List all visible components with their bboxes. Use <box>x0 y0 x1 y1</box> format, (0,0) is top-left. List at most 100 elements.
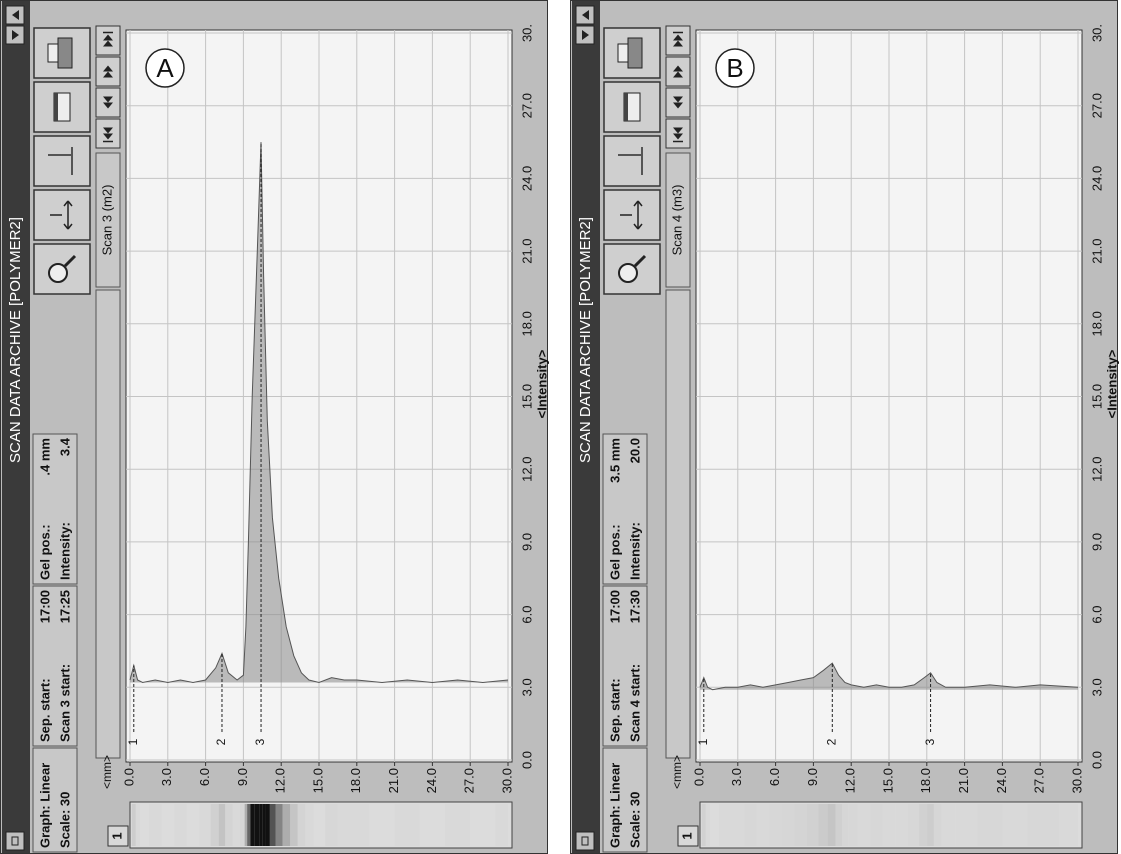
magnifier-icon <box>619 264 637 282</box>
gel-band <box>470 804 495 846</box>
x-tick-label: 12.0 <box>519 457 534 482</box>
gel-band <box>351 804 370 846</box>
printer-icon <box>618 44 628 62</box>
gel-band <box>199 804 210 846</box>
gel-band <box>247 804 250 846</box>
window-icon <box>624 93 628 121</box>
printer-icon <box>48 44 58 62</box>
gel-band <box>955 804 977 846</box>
sep-start: 17:00 <box>607 590 622 623</box>
intensity: 3.4 <box>57 437 72 456</box>
sep-start-label: Sep. start: <box>37 678 52 742</box>
panel-letter: A <box>156 53 174 83</box>
magnifier-icon <box>49 264 67 282</box>
peak-label: 1 <box>696 738 710 745</box>
gel-pos: .4 mm <box>37 438 52 476</box>
gel-band <box>225 804 233 846</box>
printer-icon <box>628 38 642 68</box>
sep-start-label: Sep. start: <box>607 678 622 742</box>
y-tick-label: 6.0 <box>197 768 212 786</box>
gel-band <box>757 804 770 846</box>
gel-band <box>719 804 732 846</box>
y-tick-label: 30.0 <box>1069 768 1084 793</box>
x-tick-label: 3.0 <box>1089 678 1104 696</box>
system-menu[interactable] <box>576 832 594 850</box>
y-tick-label: 3.0 <box>729 768 744 786</box>
gel-band <box>130 804 132 846</box>
lane-number: 1 <box>679 832 694 839</box>
x-tick-label: 12.0 <box>1089 457 1104 482</box>
gel-band <box>245 804 248 846</box>
graph-type: Graph: Linear <box>607 763 622 848</box>
y-tick-label: 15.0 <box>880 768 895 793</box>
y-axis-label: <mm> <box>670 755 684 789</box>
y-tick-label: 12.0 <box>273 768 288 793</box>
y-tick-label: 0.0 <box>121 768 136 786</box>
gel-band <box>174 804 187 846</box>
gel-band <box>219 804 225 846</box>
gel-band <box>187 804 200 846</box>
gel-band <box>265 804 269 846</box>
gel-band <box>369 804 394 846</box>
toolbar-button[interactable] <box>34 136 90 186</box>
x-tick-label: 9.0 <box>519 533 534 551</box>
gel-band <box>1059 804 1078 846</box>
x-tick-label: 27.0 <box>519 93 534 118</box>
x-tick-label: 27.0 <box>1089 93 1104 118</box>
gel-band <box>136 804 140 846</box>
x-axis-label: <Intensity> <box>1104 349 1119 418</box>
y-tick-label: 12.0 <box>843 768 858 793</box>
gel-band <box>769 804 782 846</box>
system-menu[interactable] <box>6 832 24 850</box>
toolbar-button[interactable] <box>604 136 660 186</box>
intensity-label: Intensity: <box>627 522 642 580</box>
gel-band <box>706 804 710 846</box>
y-tick-label: 15.0 <box>310 768 325 793</box>
intensity: 20.0 <box>627 438 642 463</box>
x-tick-label: 18.0 <box>1089 311 1104 336</box>
graph-type: Graph: Linear <box>37 763 52 848</box>
y-axis-label: <mm> <box>100 755 114 789</box>
gel-band <box>1028 804 1060 846</box>
screenshot: SCAN DATA ARCHIVE [POLYMER2]Graph: Linea… <box>0 0 1121 854</box>
window: SCAN DATA ARCHIVE [POLYMER2]Graph: Linea… <box>1 1 550 854</box>
peak-label: 1 <box>126 738 140 745</box>
x-tick-label: 24.0 <box>519 166 534 191</box>
gel-band <box>395 804 420 846</box>
gel-band <box>495 804 508 846</box>
x-tick-label: 0.0 <box>519 751 534 769</box>
gel-band <box>934 804 942 846</box>
x-tick-label: 9.0 <box>1089 533 1104 551</box>
gel-band <box>276 804 283 846</box>
y-tick-label: 21.0 <box>386 768 401 793</box>
gel-band <box>262 804 265 846</box>
gel-band <box>732 804 745 846</box>
peak-label: 3 <box>923 738 937 745</box>
x-tick-label: 30. <box>1089 24 1104 42</box>
x-tick-label: 30. <box>519 24 534 42</box>
gel-band <box>828 804 836 846</box>
x-axis-label: <Intensity> <box>534 349 549 418</box>
gel-band <box>848 804 857 846</box>
gel-band <box>835 804 841 846</box>
x-tick-label: 18.0 <box>519 311 534 336</box>
gel-band <box>211 804 219 846</box>
gel-band <box>140 804 149 846</box>
gel-pos-label: Gel pos.: <box>37 524 52 580</box>
gel-band <box>255 804 259 846</box>
scale: Scale: 30 <box>57 792 72 848</box>
y-tick-label: 6.0 <box>767 768 782 786</box>
peak-label: 2 <box>214 738 228 745</box>
gel-band <box>807 804 818 846</box>
status-box <box>96 290 120 758</box>
window: SCAN DATA ARCHIVE [POLYMER2]Graph: Linea… <box>571 1 1120 854</box>
gel-band <box>305 804 314 846</box>
x-tick-label: 15.0 <box>1089 384 1104 409</box>
gel-band <box>149 804 162 846</box>
printer-icon <box>58 38 72 68</box>
gel-band <box>233 804 241 846</box>
scan-start-label: Scan 4 start: <box>627 664 642 742</box>
y-tick-label: 21.0 <box>956 768 971 793</box>
gel-band <box>842 804 848 846</box>
gel-band <box>795 804 808 846</box>
